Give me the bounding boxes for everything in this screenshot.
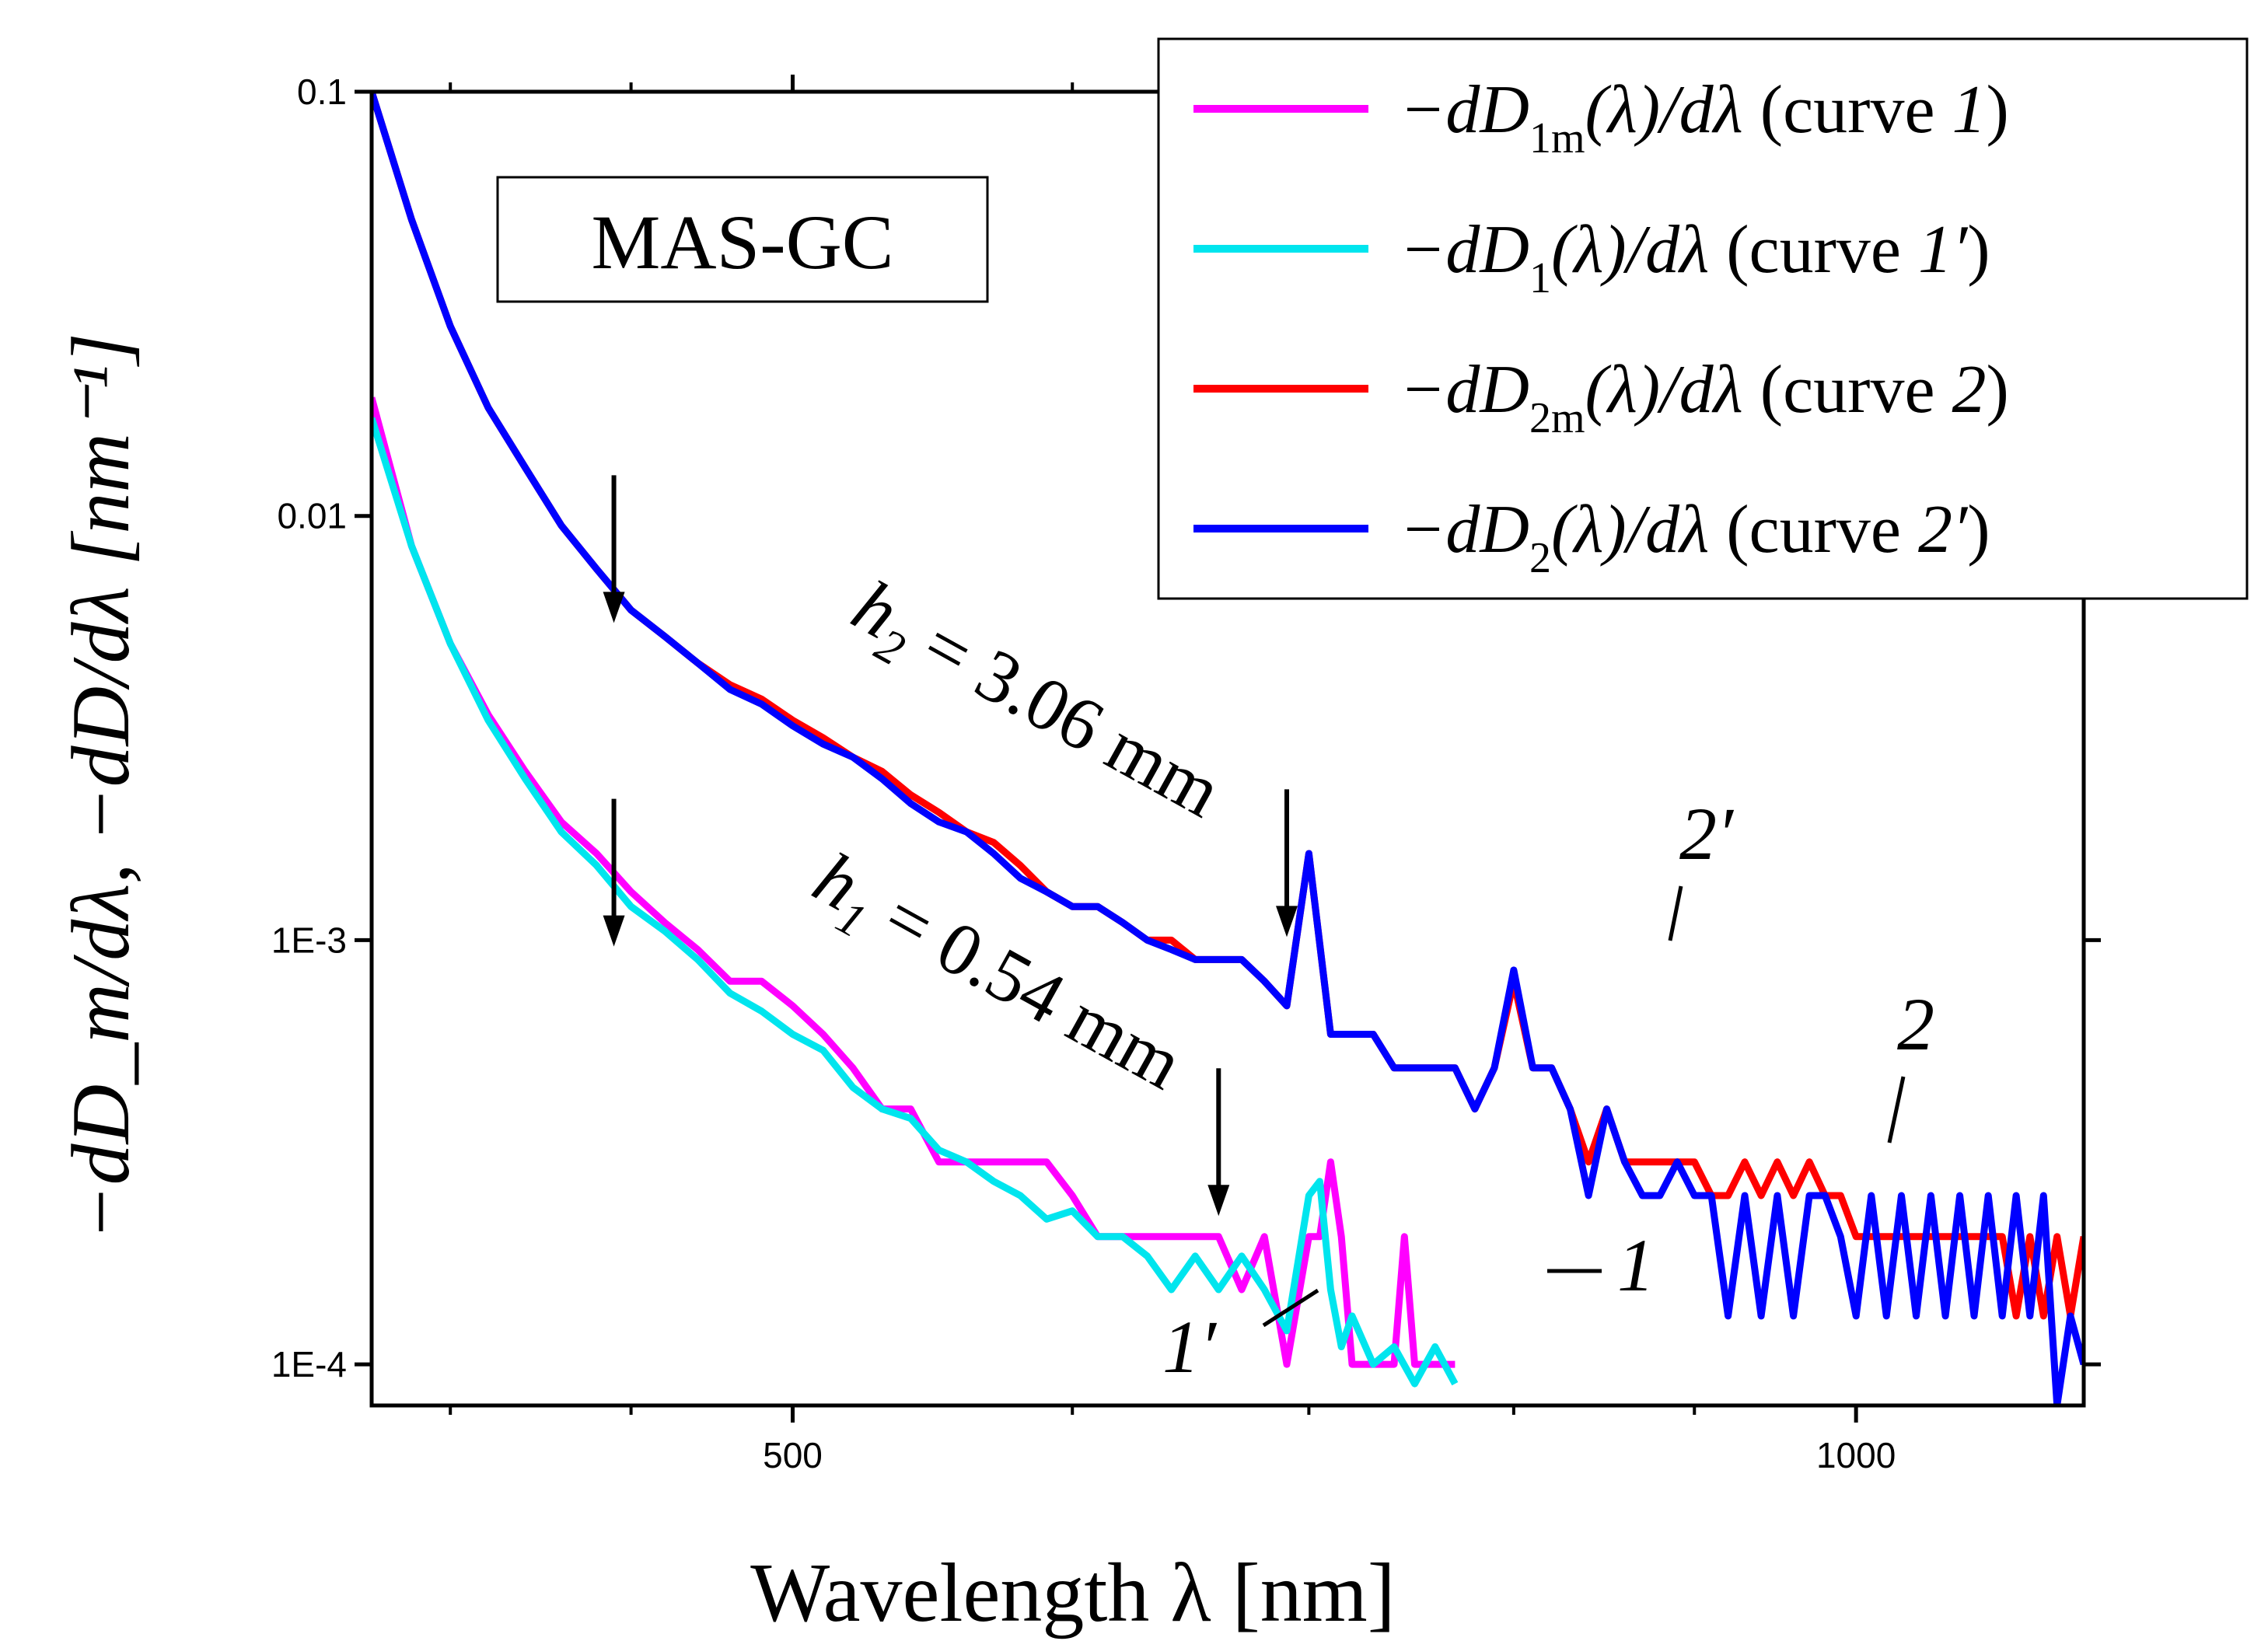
y-tick-label: 0.1 — [297, 72, 347, 112]
curve-1-label: 1 — [1617, 1224, 1655, 1307]
legend-entry-3: −dD2m(λ)/dλ (curve 2) — [1400, 352, 2009, 442]
x-tick-label: 1000 — [1816, 1435, 1896, 1475]
curve-1p-leader — [1262, 1288, 1319, 1328]
legend-entry-4: −dD2(λ)/dλ (curve 2′) — [1400, 492, 1990, 582]
arrow-head-3 — [1207, 1185, 1230, 1217]
sample-box-label: MAS-GC — [592, 199, 894, 285]
series-line-1 — [372, 396, 1456, 1368]
arrow-head-4 — [1276, 906, 1298, 937]
x-tick-label: 500 — [763, 1435, 823, 1475]
x-axis-label: Wavelength λ [nm] — [750, 1547, 1395, 1639]
series-line-4 — [372, 92, 2084, 1405]
h2-annotation: h2 = 3.06 mm — [834, 564, 1235, 843]
series-line-2 — [372, 417, 1459, 1388]
curve-1p-label: 1′ — [1162, 1305, 1218, 1388]
legend-box — [1157, 37, 2249, 600]
arrow-head-1 — [603, 592, 625, 623]
sample-box — [496, 176, 989, 303]
y-axis-label-group: −dD_m/dλ, −dD/dλ [nm⁻¹] — [55, 333, 146, 1241]
y-tick-label: 0.01 — [277, 496, 347, 536]
legend-entry-2: −dD1(λ)/dλ (curve 1′) — [1400, 212, 1990, 302]
y-tick-label: 1E-4 — [271, 1344, 347, 1384]
y-tick-label: 1E-3 — [271, 920, 347, 960]
curve-2-label: 2 — [1897, 983, 1934, 1066]
arrow-head-2 — [603, 915, 625, 947]
curve-2-leader — [1887, 1076, 1906, 1143]
curve-2p-leader — [1668, 885, 1683, 941]
curve-2p-label: 2′ — [1679, 792, 1735, 875]
y-axis-label: −dD_m/dλ, −dD/dλ [nm⁻¹] — [55, 333, 146, 1241]
legend-entry-1: −dD1m(λ)/dλ (curve 1) — [1400, 72, 2009, 162]
